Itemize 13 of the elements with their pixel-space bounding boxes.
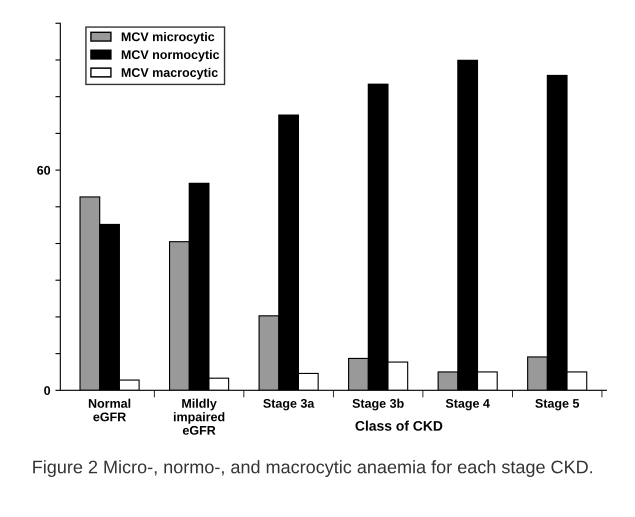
x-tick-label: Normal eGFR bbox=[88, 398, 130, 422]
caption: Figure 2 Micro-, normo-, and macrocytic anaemia for each stage CKD. bbox=[33, 460, 592, 477]
x-tick-label: Stage 3a bbox=[263, 398, 314, 410]
x-tick-label: Stage 4 bbox=[446, 398, 490, 410]
x-tick-label: Mildly impaired eGFR bbox=[174, 398, 224, 435]
y-tick-label: 0 bbox=[44, 386, 50, 395]
y-tick-label: 60 bbox=[37, 166, 50, 175]
legend-label: MCV normocytic bbox=[122, 50, 220, 62]
legend-label: MCV macrocytic bbox=[122, 68, 218, 80]
x-axis-title: Class of CKD bbox=[355, 420, 442, 431]
legend-label: MCV microcytic bbox=[122, 32, 214, 44]
x-tick-label: Stage 5 bbox=[535, 398, 580, 410]
x-tick-label: Stage 3b bbox=[352, 398, 404, 410]
